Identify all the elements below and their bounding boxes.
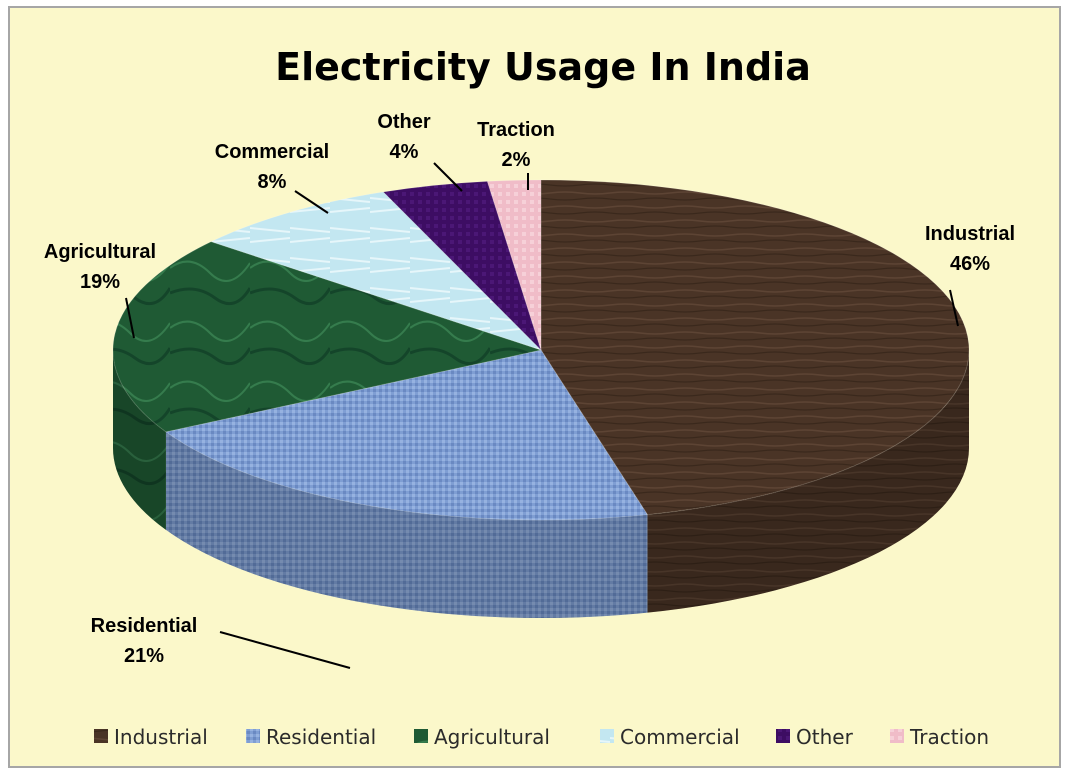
pie-slice-residential (164, 349, 649, 521)
slice-value-residential: 21% (124, 645, 164, 667)
pie-chart: Electricity Usage In India Industrial 46%… (44, 45, 1015, 749)
leader-line-agricultural (125, 297, 135, 339)
slice-label-residential: Residential (91, 615, 198, 637)
slice-value-industrial: 46% (950, 253, 990, 275)
pie-slice-agricultural (112, 241, 543, 433)
pie-side-industrial (647, 350, 969, 613)
chart-area: Electricity Usage In India Industrial 46%… (8, 6, 1061, 768)
legend-item-traction: Traction (890, 725, 989, 749)
slice-label-agricultural: Agricultural (44, 241, 156, 263)
pie-side-residential (165, 431, 648, 618)
pie-slice-commercial (209, 191, 542, 351)
pie-side-shade-residential (165, 431, 648, 618)
legend-swatch-other (776, 729, 790, 743)
slice-label-other: Other (377, 111, 431, 133)
legend-swatch-industrial (94, 729, 108, 743)
chart-title: Electricity Usage In India (275, 45, 811, 89)
slice-label-commercial: Commercial (215, 141, 330, 163)
slice-label-traction: Traction (477, 119, 555, 141)
slice-value-commercial: 8% (258, 171, 287, 193)
legend-swatch-residential (246, 729, 260, 743)
leader-line-industrial (949, 289, 959, 327)
legend-swatch-traction (890, 729, 904, 743)
slice-value-agricultural: 19% (80, 271, 120, 293)
leader-line-residential (219, 631, 351, 669)
leader-line-commercial (294, 190, 329, 214)
pie-side-shade-industrial (647, 350, 969, 613)
legend-label-agricultural: Agricultural (434, 725, 550, 749)
legend-label-traction: Traction (909, 725, 989, 749)
legend-swatch-commercial (600, 729, 614, 743)
pie-slice-traction (486, 179, 542, 351)
legend-swatch-agricultural (414, 729, 428, 743)
slice-value-other: 4% (390, 141, 419, 163)
slice-value-traction: 2% (502, 149, 531, 171)
legend-item-commercial: Commercial (600, 725, 740, 749)
legend-label-residential: Residential (266, 725, 376, 749)
pie-slice-other (382, 180, 542, 351)
legend-label-other: Other (796, 725, 854, 749)
legend-label-industrial: Industrial (114, 725, 208, 749)
legend-label-commercial: Commercial (620, 725, 740, 749)
pie-slice-industrial (540, 179, 970, 516)
leader-line-other (433, 162, 463, 192)
pie-side-agricultural (113, 350, 166, 530)
legend-item-agricultural: Agricultural (414, 725, 550, 749)
slice-label-industrial: Industrial (925, 223, 1015, 245)
legend-item-other: Other (776, 725, 854, 749)
pie-side-shade-agricultural (113, 350, 166, 530)
legend-item-industrial: Industrial (94, 725, 208, 749)
legend-item-residential: Residential (246, 725, 376, 749)
